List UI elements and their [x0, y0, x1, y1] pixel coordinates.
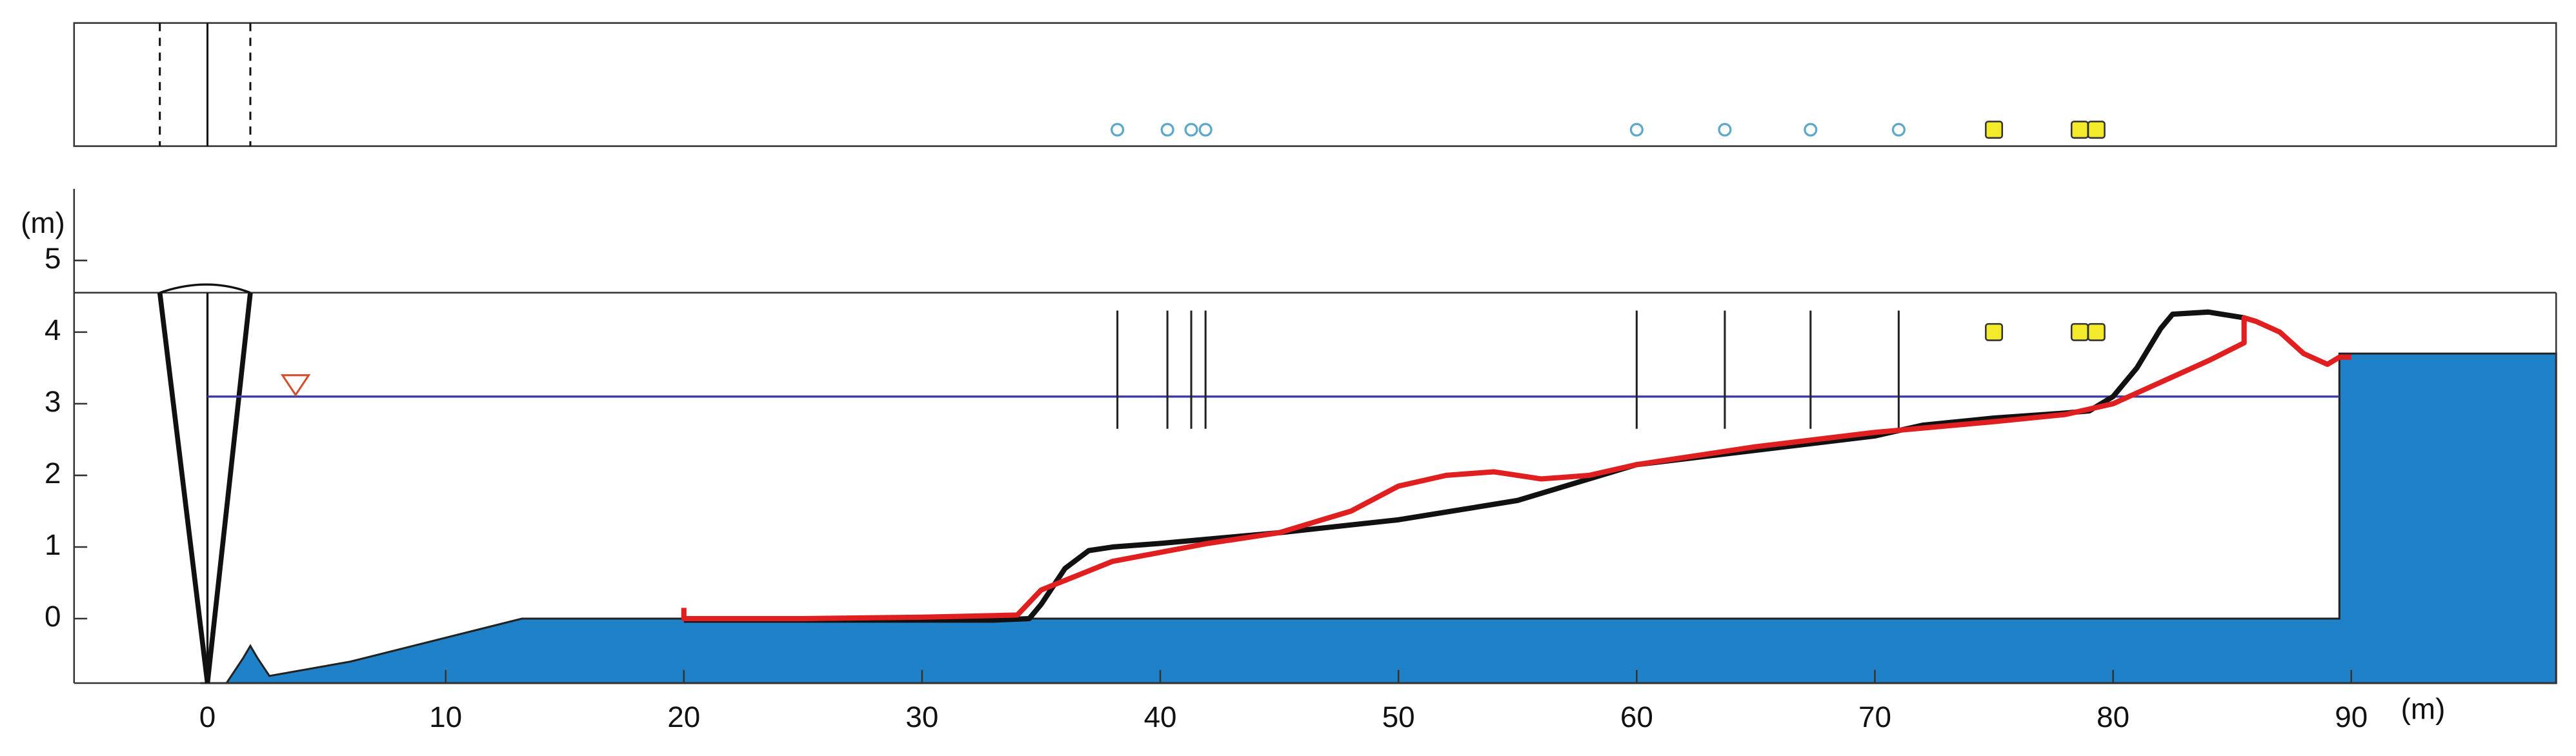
y-axis-label: (m): [21, 206, 65, 239]
y-tick-label: 0: [45, 600, 61, 633]
y-tick-label: 3: [45, 385, 61, 418]
x-tick-label: 30: [905, 701, 938, 733]
x-tick-label: 90: [2335, 701, 2368, 733]
x-tick-label: 10: [429, 701, 462, 733]
swl-marker: [280, 374, 311, 397]
plan-gauge: [1198, 123, 1213, 137]
y-tick-label: 5: [45, 242, 61, 275]
plan-sensor: [2070, 121, 2089, 139]
sensor: [1985, 323, 2004, 341]
plan-sensor: [1985, 121, 2004, 139]
wavemaker-arc: [159, 283, 251, 294]
x-tick-label: 70: [1858, 701, 1891, 733]
plan-gauge: [1629, 123, 1644, 137]
sensor: [2070, 323, 2089, 341]
y-tick-label: 1: [45, 528, 61, 561]
x-axis-label: (m): [2401, 692, 2446, 725]
plan-view-frame: [73, 22, 2557, 147]
x-tick-label: 20: [667, 701, 700, 733]
plan-gauge: [1804, 123, 1818, 137]
x-tick-label: 60: [1620, 701, 1653, 733]
profile-line: [681, 315, 2351, 622]
x-tick-label: 80: [2097, 701, 2129, 733]
plan-gauge: [1891, 123, 1906, 137]
plan-gauge: [1184, 123, 1198, 137]
wavemaker-paddle: [205, 292, 253, 684]
y-tick-label: 4: [45, 313, 61, 346]
x-tick-label: 40: [1144, 701, 1177, 733]
plan-gauge: [1111, 123, 1125, 137]
plan-gauge: [1718, 123, 1732, 137]
bathymetry: [200, 352, 2557, 684]
wavemaker-paddle: [157, 292, 210, 684]
sensor: [2087, 323, 2106, 341]
plan-gauge: [1160, 123, 1174, 137]
profile-line: [683, 309, 2245, 623]
y-tick-label: 2: [45, 457, 61, 490]
plan-sensor: [2087, 121, 2106, 139]
x-tick-label: 50: [1382, 701, 1415, 733]
x-tick-label: 0: [199, 701, 216, 733]
